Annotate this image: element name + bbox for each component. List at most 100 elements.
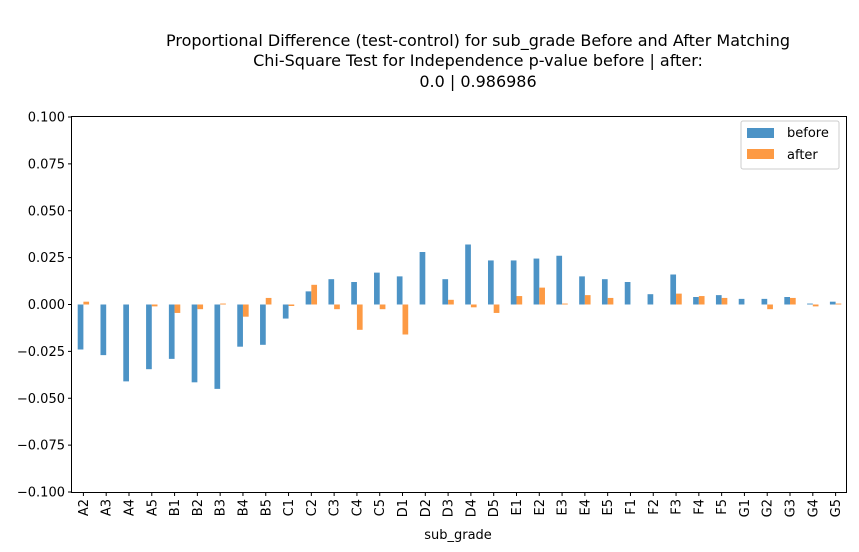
x-tick-label: G4: [806, 499, 821, 517]
bar-before-G3: [784, 297, 791, 305]
x-tick-label: F2: [647, 499, 662, 515]
bar-after-B5: [265, 297, 272, 305]
bar-after-B4: [242, 304, 249, 317]
chart-title-line-1: Proportional Difference (test-control) f…: [166, 31, 790, 51]
x-tick-label: A3: [100, 499, 115, 516]
x-tick-label: B4: [236, 499, 251, 516]
bar-before-B2: [191, 304, 198, 383]
bar-after-B1: [174, 304, 181, 313]
chart-title: Proportional Difference (test-control) f…: [166, 31, 790, 91]
bar-after-A5: [151, 304, 158, 307]
bar-before-C1: [282, 304, 289, 319]
bar-before-E4: [579, 276, 585, 305]
bar-after-B3: [220, 303, 226, 305]
x-tick-label: E2: [533, 499, 548, 516]
bar-after-E4: [584, 295, 591, 305]
bar-before-C4: [351, 282, 357, 305]
bar-before-F2: [647, 294, 654, 305]
bar-after-B2: [197, 304, 204, 310]
bar-before-G5: [829, 301, 836, 305]
legend: before after: [740, 120, 840, 170]
bar-after-E5: [607, 297, 614, 305]
x-tick-label: G2: [761, 499, 776, 517]
x-axis-label: sub_grade: [424, 528, 492, 543]
bar-after-D1: [402, 304, 409, 335]
bar-before-B3: [214, 304, 221, 389]
bar-before-A2: [77, 304, 84, 350]
bar-before-B5: [260, 304, 266, 345]
x-tick-label: C5: [373, 499, 388, 516]
legend-swatch-after: [747, 149, 774, 159]
bars: [77, 244, 842, 389]
bar-before-G2: [761, 298, 768, 305]
bar-after-D5: [493, 304, 500, 313]
bar-before-B4: [237, 304, 243, 347]
y-tick-label: 0.050: [28, 204, 65, 219]
bar-before-A3: [100, 304, 107, 356]
bar-after-D3: [448, 299, 454, 305]
x-tick-label: D1: [396, 499, 411, 517]
x-tick-label: E3: [556, 499, 571, 516]
y-tick-label: 0.100: [28, 111, 65, 126]
x-tick-label: F5: [715, 499, 730, 515]
bar-before-B1: [168, 304, 175, 359]
bar-after-E3: [562, 303, 568, 305]
y-tick-label: 0.075: [28, 157, 65, 172]
x-tick-label: A4: [122, 499, 137, 516]
bar-before-A4: [123, 304, 129, 382]
x-tick-label: F4: [692, 499, 707, 515]
x-tick-label: G5: [829, 499, 844, 517]
x-tick-label: C4: [350, 499, 365, 516]
y-axis: −0.100 −0.075 −0.050 −0.025 0.000 0.025 0.050 0…: [17, 111, 72, 501]
x-tick-label: F1: [624, 499, 639, 515]
x-tick-label: B3: [214, 499, 229, 516]
bar-after-G2: [767, 304, 773, 310]
bar-after-C1: [288, 304, 295, 306]
bar-after-F5: [721, 297, 728, 305]
bar-after-E1: [516, 296, 523, 305]
bar-before-A5: [146, 304, 152, 370]
x-tick-label: F3: [670, 499, 685, 515]
y-tick-label: −0.100: [17, 486, 65, 501]
bar-before-E1: [510, 260, 517, 305]
bar-before-G4: [807, 303, 813, 305]
chart-title-line-2: Chi-Square Test for Independence p-value…: [253, 51, 703, 70]
y-tick-label: −0.075: [17, 439, 65, 454]
bar-after-E2: [539, 287, 545, 305]
bar-before-C3: [328, 279, 335, 305]
bar-after-C3: [334, 304, 340, 310]
bar-before-E2: [533, 258, 540, 305]
x-tick-label: A5: [145, 499, 160, 516]
bar-before-C2: [305, 291, 312, 305]
bar-before-G1: [738, 298, 745, 305]
legend-swatch-before: [747, 128, 774, 138]
y-tick-label: −0.025: [17, 345, 65, 360]
x-tick-label: C1: [282, 499, 297, 516]
bar-after-G3: [790, 297, 796, 305]
bar-before-D4: [465, 244, 471, 305]
plot-frame: [71, 116, 847, 493]
x-tick-label: A2: [77, 499, 92, 516]
x-tick-label: E1: [510, 499, 525, 516]
x-tick-label: C3: [328, 499, 343, 516]
bar-after-C2: [311, 284, 318, 305]
bar-before-D1: [396, 276, 403, 305]
y-tick-label: −0.050: [17, 392, 65, 407]
y-tick-label: 0.025: [28, 251, 65, 266]
bar-after-C5: [379, 304, 386, 310]
bar-before-F4: [693, 297, 699, 305]
bar-before-F1: [624, 282, 631, 305]
bar-before-F5: [715, 295, 722, 305]
x-tick-label: D5: [487, 499, 502, 517]
bar-before-E5: [601, 279, 608, 305]
legend-label-after: after: [787, 148, 818, 163]
bar-before-F3: [670, 274, 677, 305]
y-tick-label: 0.000: [28, 298, 65, 313]
x-tick-label: D4: [464, 499, 479, 517]
bar-after-G5: [835, 303, 842, 305]
x-tick-label: C2: [305, 499, 320, 516]
legend-label-before: before: [787, 126, 829, 141]
bar-after-D4: [470, 304, 477, 308]
x-tick-label: B1: [168, 499, 183, 516]
